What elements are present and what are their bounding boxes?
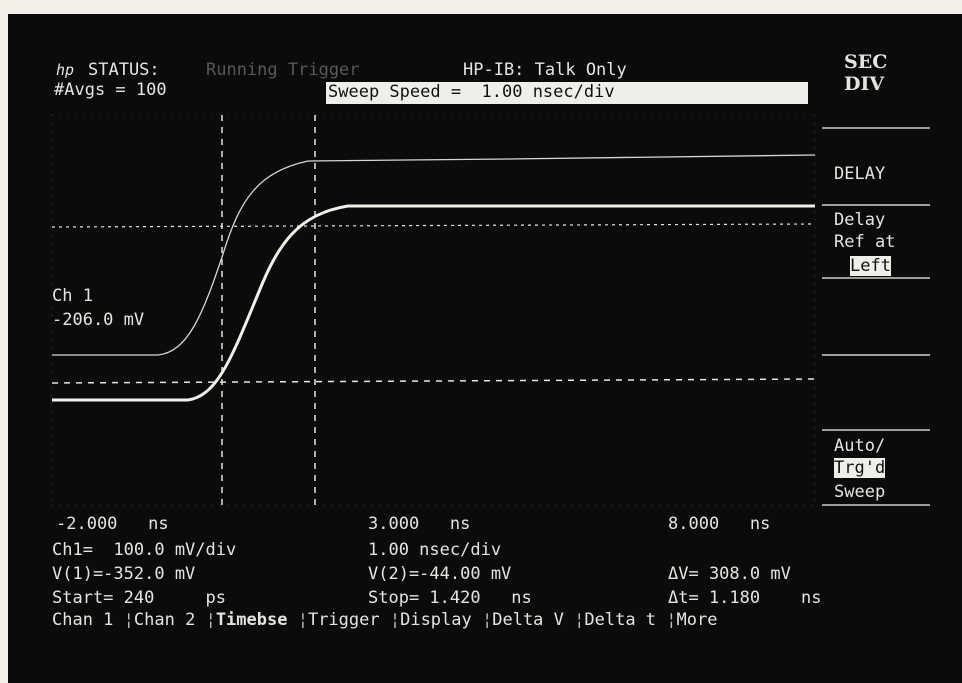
averages: #Avgs = 100	[54, 80, 167, 100]
softkey-value: Left	[850, 256, 891, 276]
time-right: 8.000 ns	[668, 514, 771, 534]
softkey[interactable]: Auto/	[834, 436, 886, 456]
softkey: Ref at	[834, 232, 896, 252]
menu-bar: Chan 1 ¦Chan 2 ¦Timebse ¦Trigger ¦Displa…	[52, 610, 717, 630]
menu-separator: ¦	[113, 610, 134, 630]
interface-status: HP-IB: Talk Only	[463, 60, 627, 80]
softkey[interactable]: DELAY	[834, 164, 886, 184]
logo: hp	[56, 61, 75, 79]
readout: V(2)=-44.00 mV	[368, 564, 512, 584]
softkey[interactable]: Delay	[834, 210, 886, 230]
readout: 1.00 nsec/div	[368, 540, 502, 560]
menu-separator: ¦	[471, 610, 493, 630]
softkey: Sweep	[834, 482, 886, 502]
menu-separator: ¦	[195, 610, 216, 630]
status-label: STATUS:	[88, 60, 160, 80]
menu-separator: ¦	[287, 610, 308, 630]
softkey-title: SEC	[844, 51, 888, 73]
readout: Ch1= 100.0 mV/div	[52, 540, 237, 560]
menu-item[interactable]: Display	[400, 610, 472, 630]
menu-item[interactable]: Delta V	[492, 610, 564, 630]
menu-item[interactable]: Chan 1	[52, 610, 114, 630]
channel-name: Ch 1	[52, 286, 93, 306]
softkey-title: DIV	[844, 73, 885, 95]
menu-separator: ¦	[379, 610, 401, 630]
readout: ΔV= 308.0 mV	[668, 564, 791, 584]
menu-item[interactable]: Delta t	[584, 610, 657, 630]
menu-item[interactable]: Chan 2	[133, 610, 196, 630]
scope-screen: hp STATUS: Running Trigger HP-IB: Talk O…	[8, 14, 962, 683]
readout: Δt= 1.180 ns	[668, 588, 822, 608]
readout: Start= 240 ps	[52, 588, 226, 608]
menu-separator: ¦	[656, 610, 677, 630]
menu-item[interactable]: Timebse	[215, 610, 288, 630]
time-center: 3.000 ns	[368, 514, 471, 534]
graticule	[51, 114, 930, 509]
softkey-value: Trg'd	[834, 458, 886, 478]
time-left: -2.000 ns	[56, 514, 169, 534]
menu-item[interactable]: Trigger	[307, 610, 380, 630]
message-bar: Sweep Speed = 1.00 nsec/div	[326, 82, 808, 104]
menu-item[interactable]: More	[676, 610, 718, 630]
channel-offset: -206.0 mV	[52, 310, 145, 330]
status-state: Running Trigger	[206, 60, 360, 80]
readout: V(1)=-352.0 mV	[52, 564, 196, 584]
readout: Stop= 1.420 ns	[368, 588, 532, 608]
menu-separator: ¦	[563, 610, 585, 630]
